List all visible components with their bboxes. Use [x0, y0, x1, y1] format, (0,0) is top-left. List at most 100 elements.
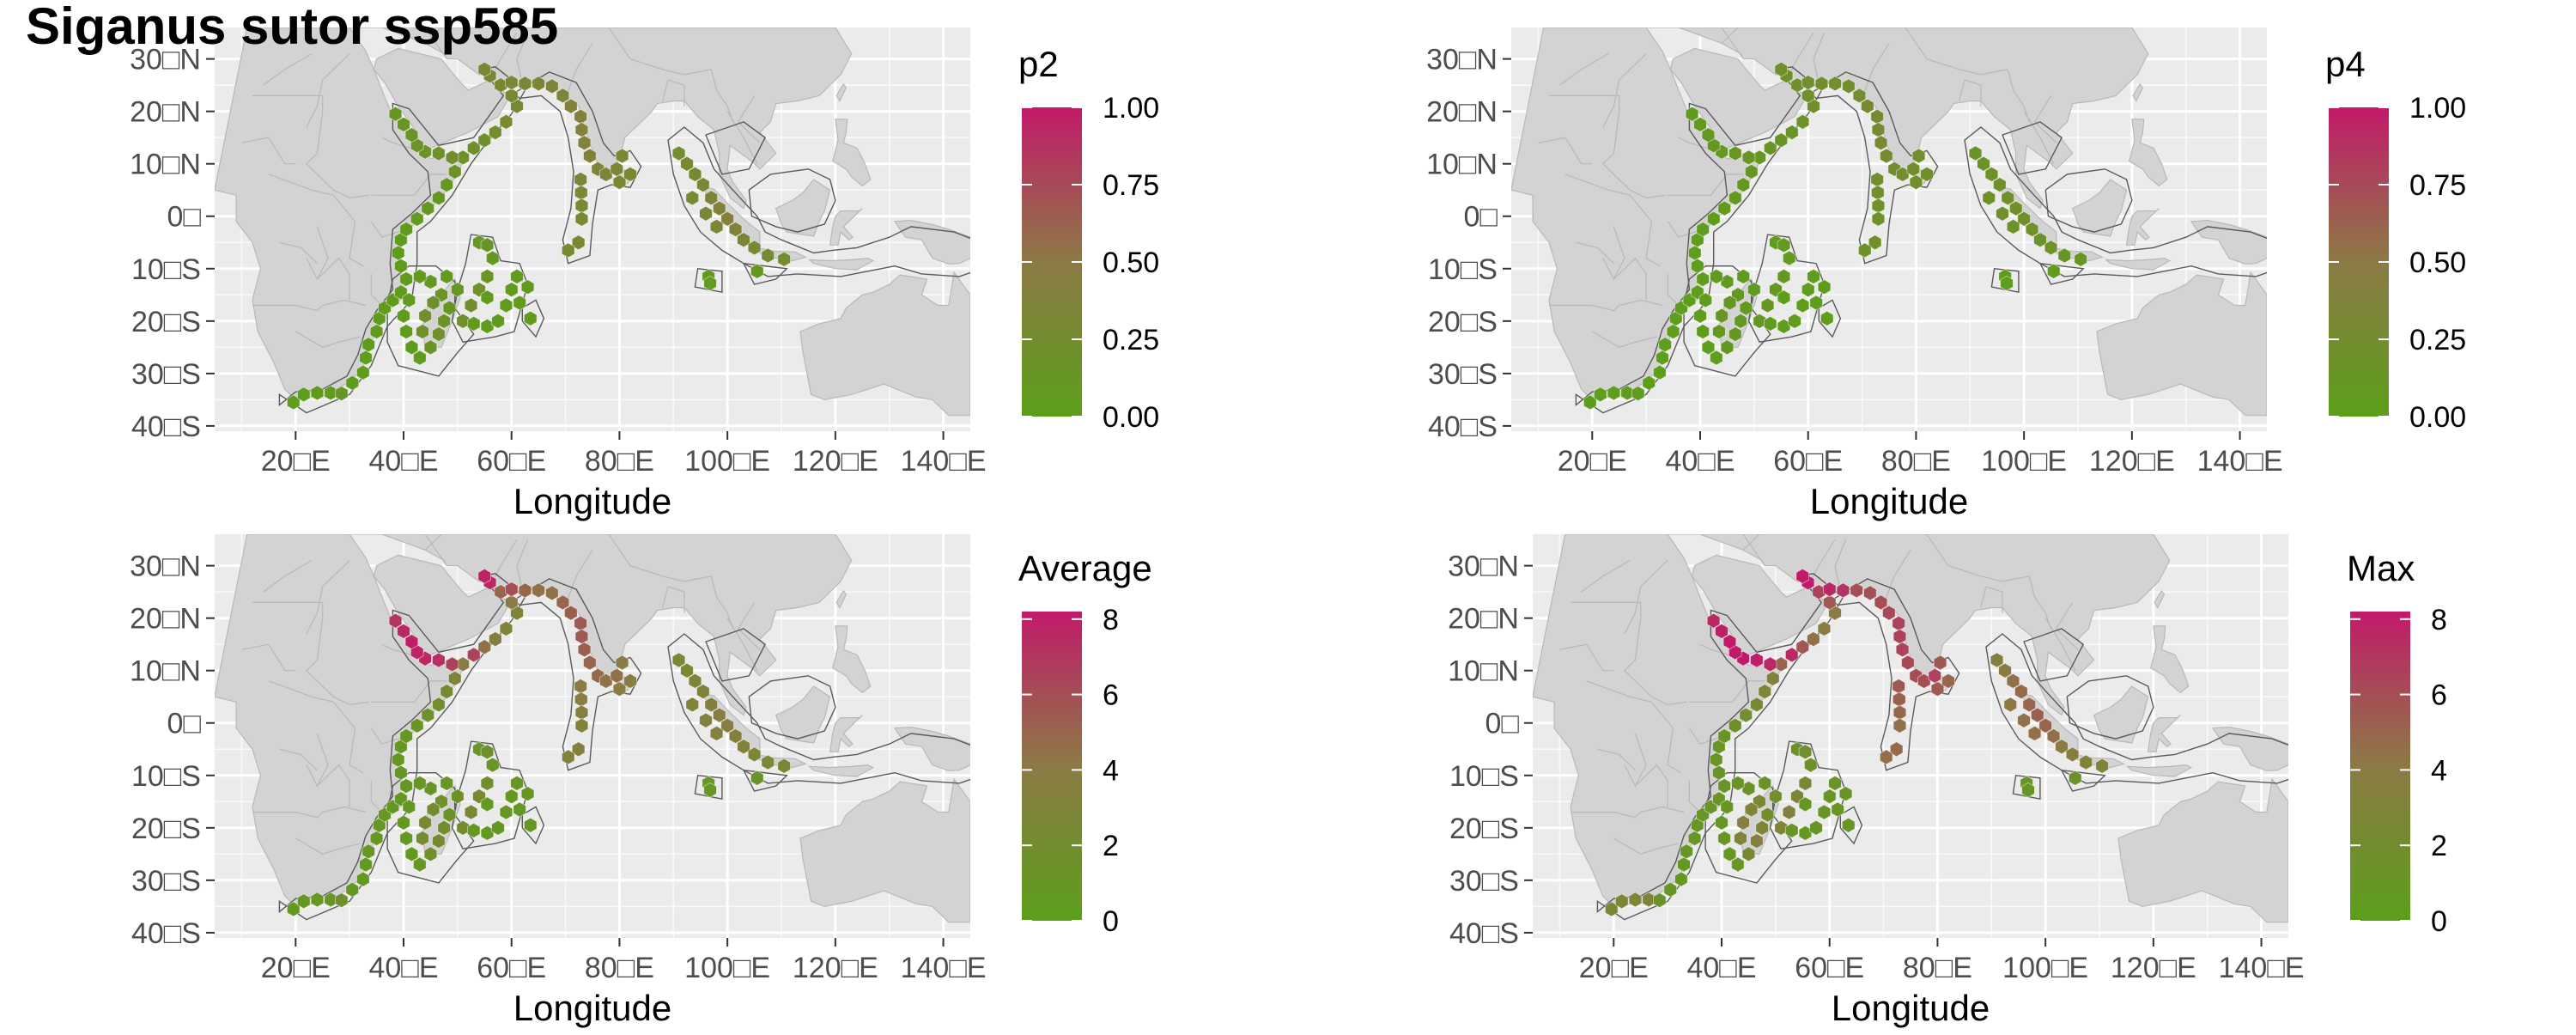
- x-tick-label: 140□E: [901, 445, 987, 478]
- hex-cell: [1968, 145, 1983, 161]
- land-taiwan: [835, 589, 848, 609]
- hex-cell: [1774, 819, 1788, 836]
- hex-cell: [404, 634, 419, 650]
- map-content: [1533, 534, 2288, 938]
- y-tick-label: 20□S: [1428, 306, 1498, 338]
- hex-cell: [1734, 313, 1747, 329]
- hex-cell: [464, 297, 478, 314]
- hex-cell: [1920, 166, 1934, 182]
- y-tick-label: 20□N: [130, 96, 201, 129]
- x-tick-label: 60□E: [477, 952, 546, 984]
- map-panel-average: 30□N20□N10□N0□10□S20□S30□S40□S20□E 40□E 60…: [130, 534, 1152, 1028]
- hex-cell: [399, 778, 413, 794]
- country-border: [1926, 534, 2030, 582]
- legend-average: Average 8 6 4 2 0: [1018, 548, 1152, 938]
- legend-max: Max 8 6 4 2 0: [2347, 548, 2447, 938]
- x-tick-label: 40□E: [368, 952, 438, 984]
- hex-cell: [505, 581, 519, 598]
- hex-cell: [1828, 775, 1842, 791]
- hex-cell: [2046, 728, 2061, 744]
- x-tick-label: 100□E: [2002, 952, 2088, 984]
- hex-cell: [491, 819, 505, 836]
- land-australia: [799, 777, 970, 923]
- hex-cell: [1753, 313, 1766, 329]
- hex-cell: [2044, 240, 2058, 256]
- hex-cell: [1984, 166, 1999, 182]
- hex-cell: [2038, 717, 2052, 734]
- land-borneo: [2071, 179, 2128, 237]
- legend-label: 0.50: [1103, 247, 1159, 279]
- country-border: [1602, 226, 1625, 281]
- x-tick-label: 20□E: [261, 952, 331, 984]
- hex-cell: [480, 796, 495, 813]
- hex-cell: [1871, 210, 1886, 227]
- hex-cell: [1795, 113, 1810, 130]
- hex-cell: [1798, 796, 1813, 813]
- legend-p2: p2 1.00 0.75 0.50 0.25 0.00: [1018, 44, 1159, 434]
- land-philippines: [2150, 625, 2190, 694]
- hex-cell: [1996, 205, 2009, 222]
- hex-cell: [418, 307, 432, 324]
- country-border: [1813, 32, 1826, 85]
- hex-cell: [1889, 741, 1904, 758]
- hex-cell: [1879, 749, 1893, 765]
- hex-cell: [416, 324, 429, 339]
- land-philippines: [2129, 119, 2168, 187]
- legend-label: 0: [2431, 905, 2447, 938]
- hex-cell: [1710, 752, 1723, 768]
- x-tick-label: 40□E: [1686, 952, 1756, 984]
- hex-cell: [505, 88, 519, 104]
- y-tick-label: 0□: [1485, 708, 1520, 740]
- country-border: [1883, 549, 1911, 606]
- hex-cell: [524, 310, 538, 326]
- study-region-outline: [705, 121, 766, 175]
- hex-cell: [685, 190, 699, 206]
- hex-cell: [2079, 754, 2093, 770]
- hex-cell: [1722, 634, 1737, 650]
- legend-label: 0.50: [2409, 247, 2466, 279]
- hex-cell: [1744, 801, 1759, 818]
- hex-cell: [1747, 282, 1761, 298]
- x-tick-label: 60□E: [477, 445, 546, 478]
- land-lesser: [2104, 257, 2172, 271]
- hex-cell: [391, 245, 405, 261]
- country-border: [1538, 137, 1593, 165]
- legend-label: 0.00: [2409, 401, 2466, 434]
- study-region-outline: [451, 234, 529, 343]
- hex-cell: [720, 717, 734, 734]
- country-border: [1721, 27, 1739, 44]
- country-border: [295, 331, 361, 348]
- hex-cell: [574, 717, 589, 734]
- y-tick-label: 30□S: [131, 358, 201, 391]
- hex-cell: [464, 804, 478, 820]
- hex-cell: [577, 135, 592, 151]
- country-border: [710, 575, 733, 630]
- hex-cell: [1882, 605, 1896, 621]
- country-border: [263, 559, 313, 593]
- hex-cell: [574, 691, 588, 708]
- hex-cell: [1722, 846, 1737, 862]
- hex-cell: [1838, 786, 1853, 802]
- study-region-outline: [2038, 262, 2085, 285]
- hex-cell: [2006, 218, 2020, 234]
- hex-cell: [2014, 684, 2028, 700]
- study-region-outline: [2060, 769, 2106, 792]
- hex-cell: [442, 300, 457, 316]
- hex-cell: [1895, 642, 1910, 658]
- hex-cell: [2017, 712, 2031, 728]
- study-region-outline: [2002, 121, 2063, 175]
- land-lesser: [807, 257, 875, 271]
- y-tick-label: 30□S: [1449, 865, 1519, 898]
- study-region-outline: [667, 633, 970, 784]
- hex-cell: [1741, 149, 1756, 166]
- country-border: [1613, 257, 1647, 301]
- y-tick-label: 10□N: [1426, 149, 1498, 181]
- hex-cell: [713, 200, 726, 216]
- hex-cell: [1707, 210, 1721, 227]
- country-border: [370, 273, 383, 306]
- study-region-outline: [513, 71, 642, 265]
- hex-cell: [1977, 155, 1990, 172]
- hex-cell: [489, 125, 502, 141]
- country-border: [252, 806, 367, 819]
- y-tick-label: 30□N: [1448, 551, 1519, 583]
